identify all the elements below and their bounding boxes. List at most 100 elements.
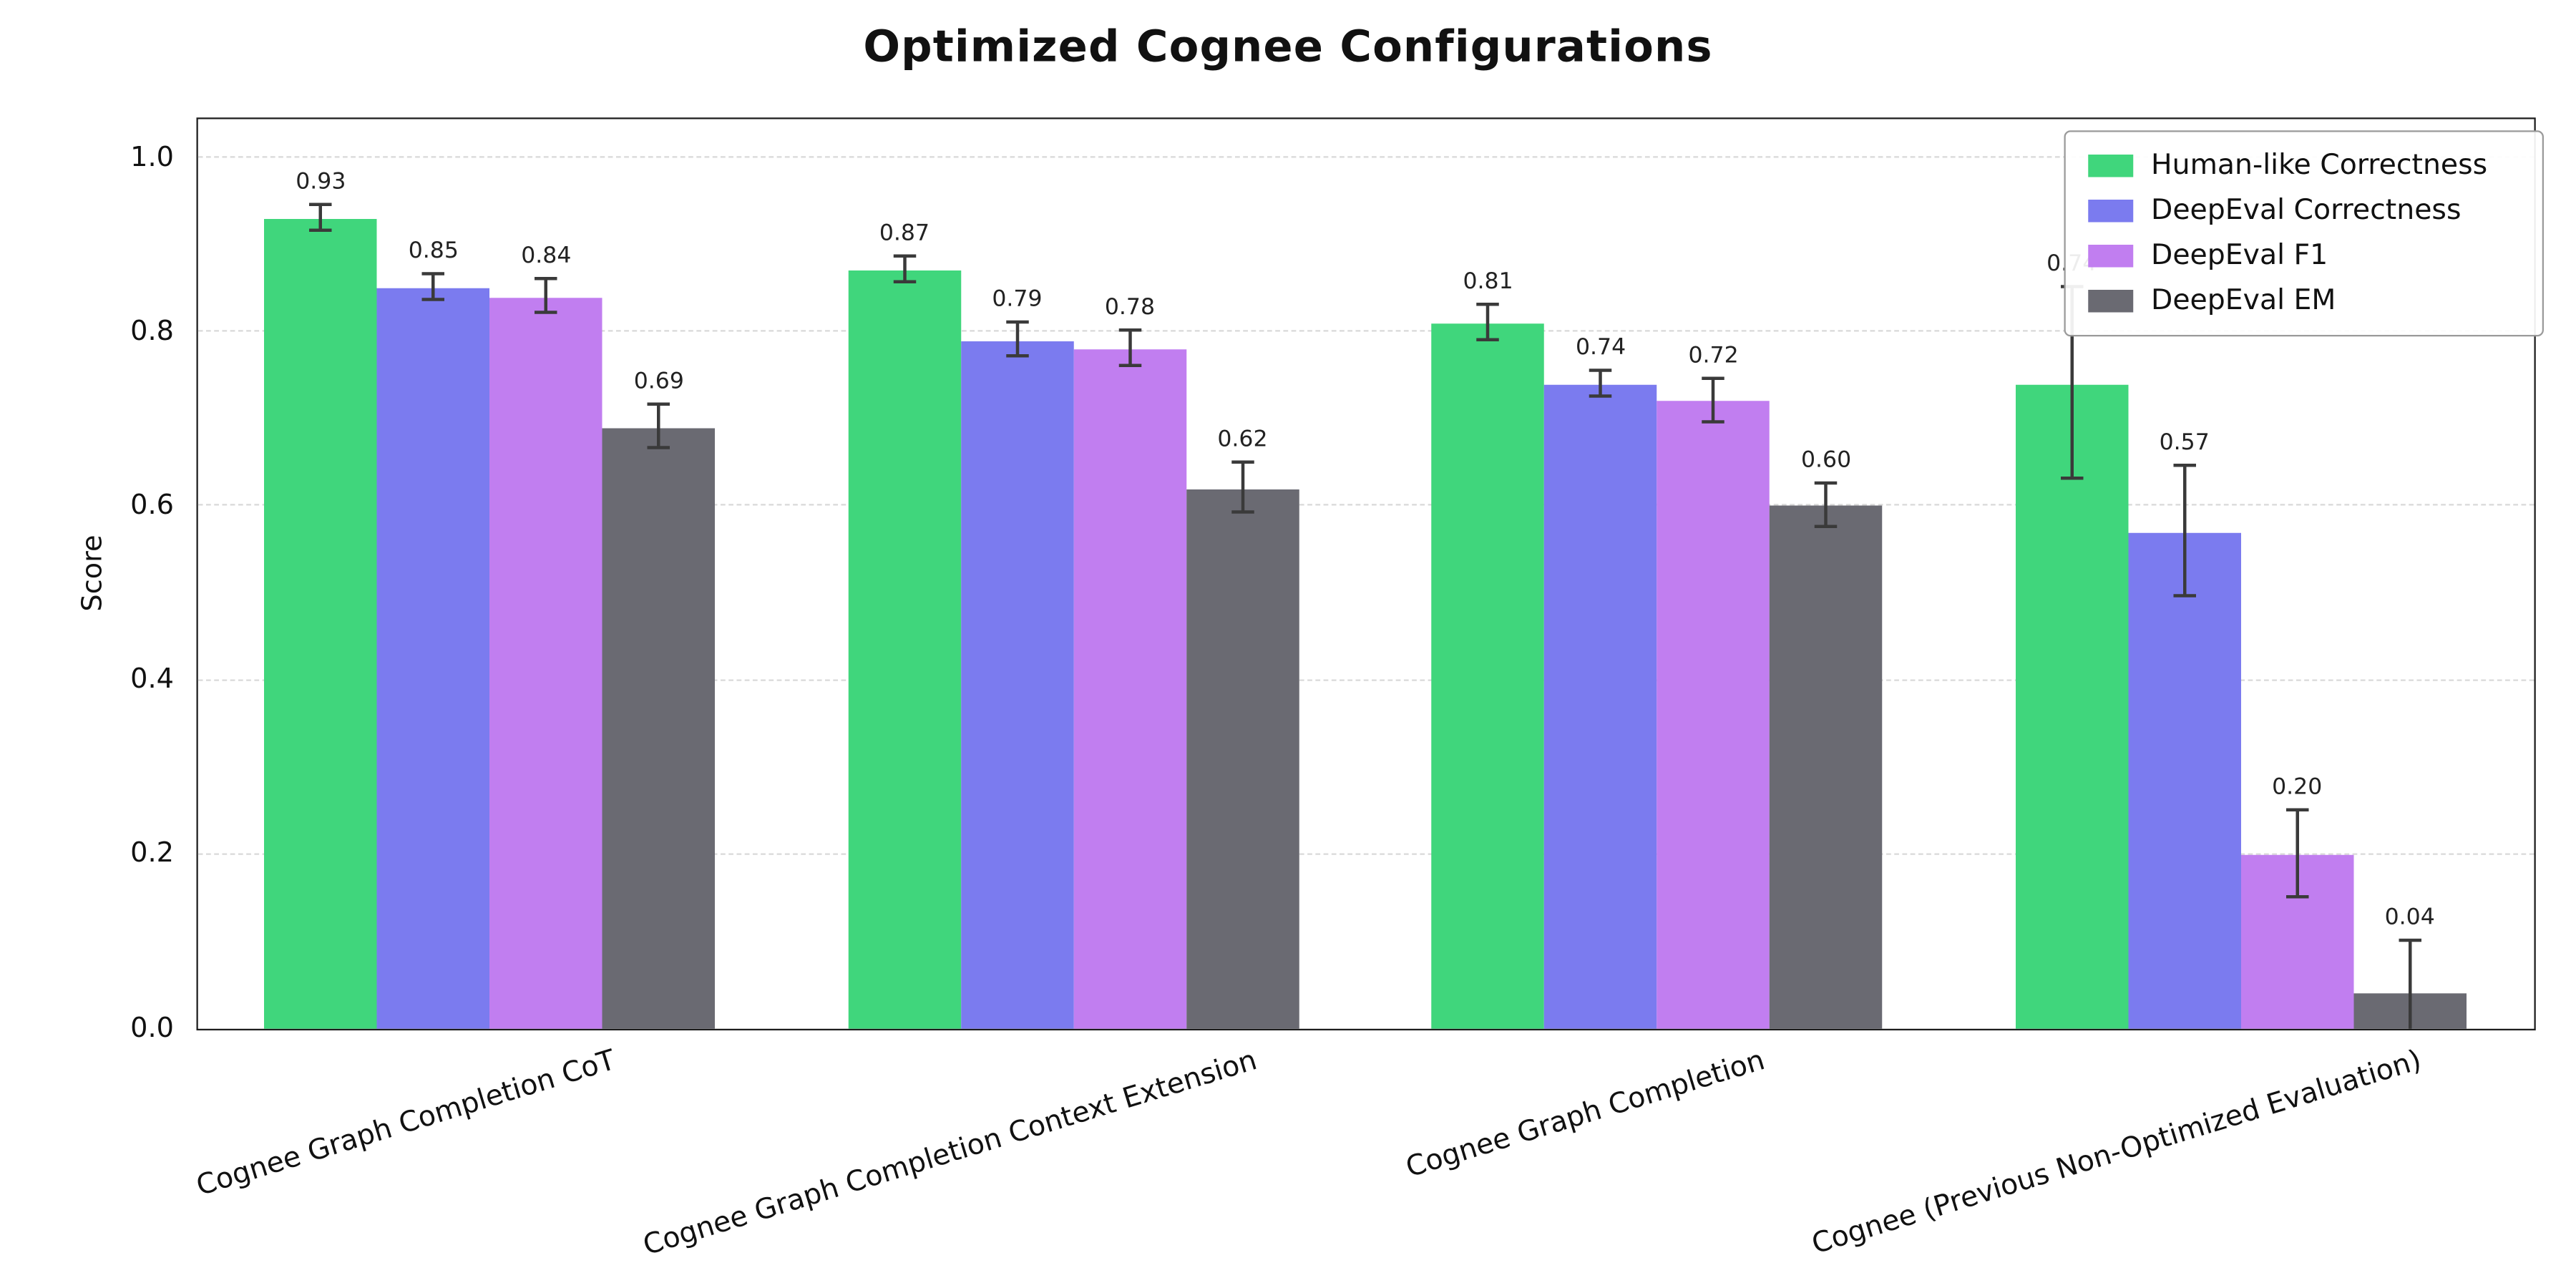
y-tick-label: 0.2 [130,837,174,870]
error-bar-cap [535,276,558,280]
error-bar-cap [648,402,670,406]
y-tick-label: 0.6 [130,489,174,522]
error-bar-cap [1589,394,1612,398]
error-bar [1128,330,1132,366]
error-bar [2069,286,2074,479]
error-bar [1712,378,1715,422]
error-bar-cap [1815,525,1838,528]
error-bar [1599,369,1603,396]
error-bar-cap [422,298,445,302]
x-tick-label: Cognee Graph Completion Context Extensio… [639,1045,1261,1263]
bar-value-label: 0.57 [2159,429,2210,456]
y-axis-label: Score [77,535,109,612]
error-bar-cap [1702,420,1725,424]
error-bar-cap [1005,354,1029,358]
error-bar-cap [1702,376,1725,380]
legend-label: Human-like Correctness [2151,150,2488,182]
error-bar-cap [2060,477,2083,480]
bar [1544,384,1657,1029]
bar-value-label: 0.93 [296,168,346,195]
error-bar-cap [422,272,445,275]
legend-item: Human-like Correctness [2088,150,2519,182]
error-bar [657,404,661,448]
bar-value-label: 0.81 [1463,268,1513,295]
legend-item: DeepEval Correctness [2088,195,2519,227]
bar [960,341,1074,1029]
error-bar-cap [893,280,916,284]
error-bar-cap [2398,938,2421,942]
error-bar-cap [1815,481,1838,484]
error-bar-cap [1118,328,1141,332]
bar-value-label: 0.04 [2384,904,2435,931]
legend-label: DeepEval Correctness [2151,195,2462,228]
error-bar-cap [1589,368,1612,371]
bar [1770,506,1883,1029]
legend-label: DeepEval EM [2151,285,2336,318]
legend-label: DeepEval F1 [2151,240,2328,273]
legend: Human-like Correctness DeepEval Correctne… [2064,130,2544,337]
legend-swatch [2088,200,2134,223]
bar-value-label: 0.60 [1800,447,1852,474]
bar-value-label: 0.78 [1104,295,1155,321]
error-bar-cap [309,202,333,206]
bar-value-label: 0.72 [1688,343,1739,369]
legend-swatch [2088,155,2134,177]
bar-value-label: 0.87 [879,220,930,247]
error-bar [2408,940,2411,1029]
y-tick-label: 0.0 [130,1012,174,1045]
grid-line [197,330,2534,332]
legend-swatch [2088,245,2134,268]
bar [2127,532,2241,1029]
error-bar-cap [2172,464,2196,467]
grid-line [197,156,2534,158]
error-bar-cap [1231,461,1254,464]
bar-value-label: 0.74 [1575,333,1626,360]
error-bar [1824,482,1828,527]
error-bar-cap [2285,807,2308,811]
bar [1186,489,1299,1029]
bar-value-label: 0.20 [2272,774,2323,800]
bar [489,297,603,1029]
error-bar [1241,462,1244,512]
bar [1657,401,1770,1029]
y-tick-label: 1.0 [130,140,174,173]
error-bar [2182,465,2186,596]
legend-item: DeepEval F1 [2088,240,2519,272]
legend-swatch [2088,290,2134,313]
bar [264,218,378,1029]
bar [848,270,961,1029]
error-bar [1486,304,1490,339]
legend-item: DeepEval EM [2088,285,2519,317]
bar [377,288,490,1029]
error-bar-cap [2285,894,2308,899]
bar-value-label: 0.85 [408,238,459,265]
x-tick-label: Cognee Graph Completion CoT [192,1045,620,1204]
bar-value-label: 0.84 [521,243,572,269]
grid-line [197,678,2534,680]
y-tick-label: 0.4 [130,663,174,696]
error-bar-cap [893,254,916,258]
grid-line [197,853,2534,855]
chart-title: Optimized Cognee Configurations [863,22,1713,73]
error-bar [319,204,323,230]
error-bar-cap [1476,302,1500,306]
error-bar [1015,321,1019,357]
bar [602,427,716,1029]
bar-value-label: 0.79 [992,286,1043,313]
error-bar-cap [1118,364,1141,367]
error-bar [2295,809,2299,897]
error-bar-cap [309,228,333,232]
error-bar [902,256,907,283]
bar [1073,349,1186,1029]
x-tick-label: Cognee Graph Completion [1402,1045,1770,1185]
error-bar-cap [1476,337,1500,341]
x-tick-label: Cognee (Previous Non-Optimized Evaluatio… [1809,1045,2426,1262]
error-bar [545,278,548,313]
bar [2015,384,2128,1029]
error-bar-cap [1005,320,1029,323]
error-bar [431,273,436,301]
error-bar-cap [2172,594,2196,598]
bar-value-label: 0.69 [633,369,684,395]
error-bar-cap [648,446,670,450]
